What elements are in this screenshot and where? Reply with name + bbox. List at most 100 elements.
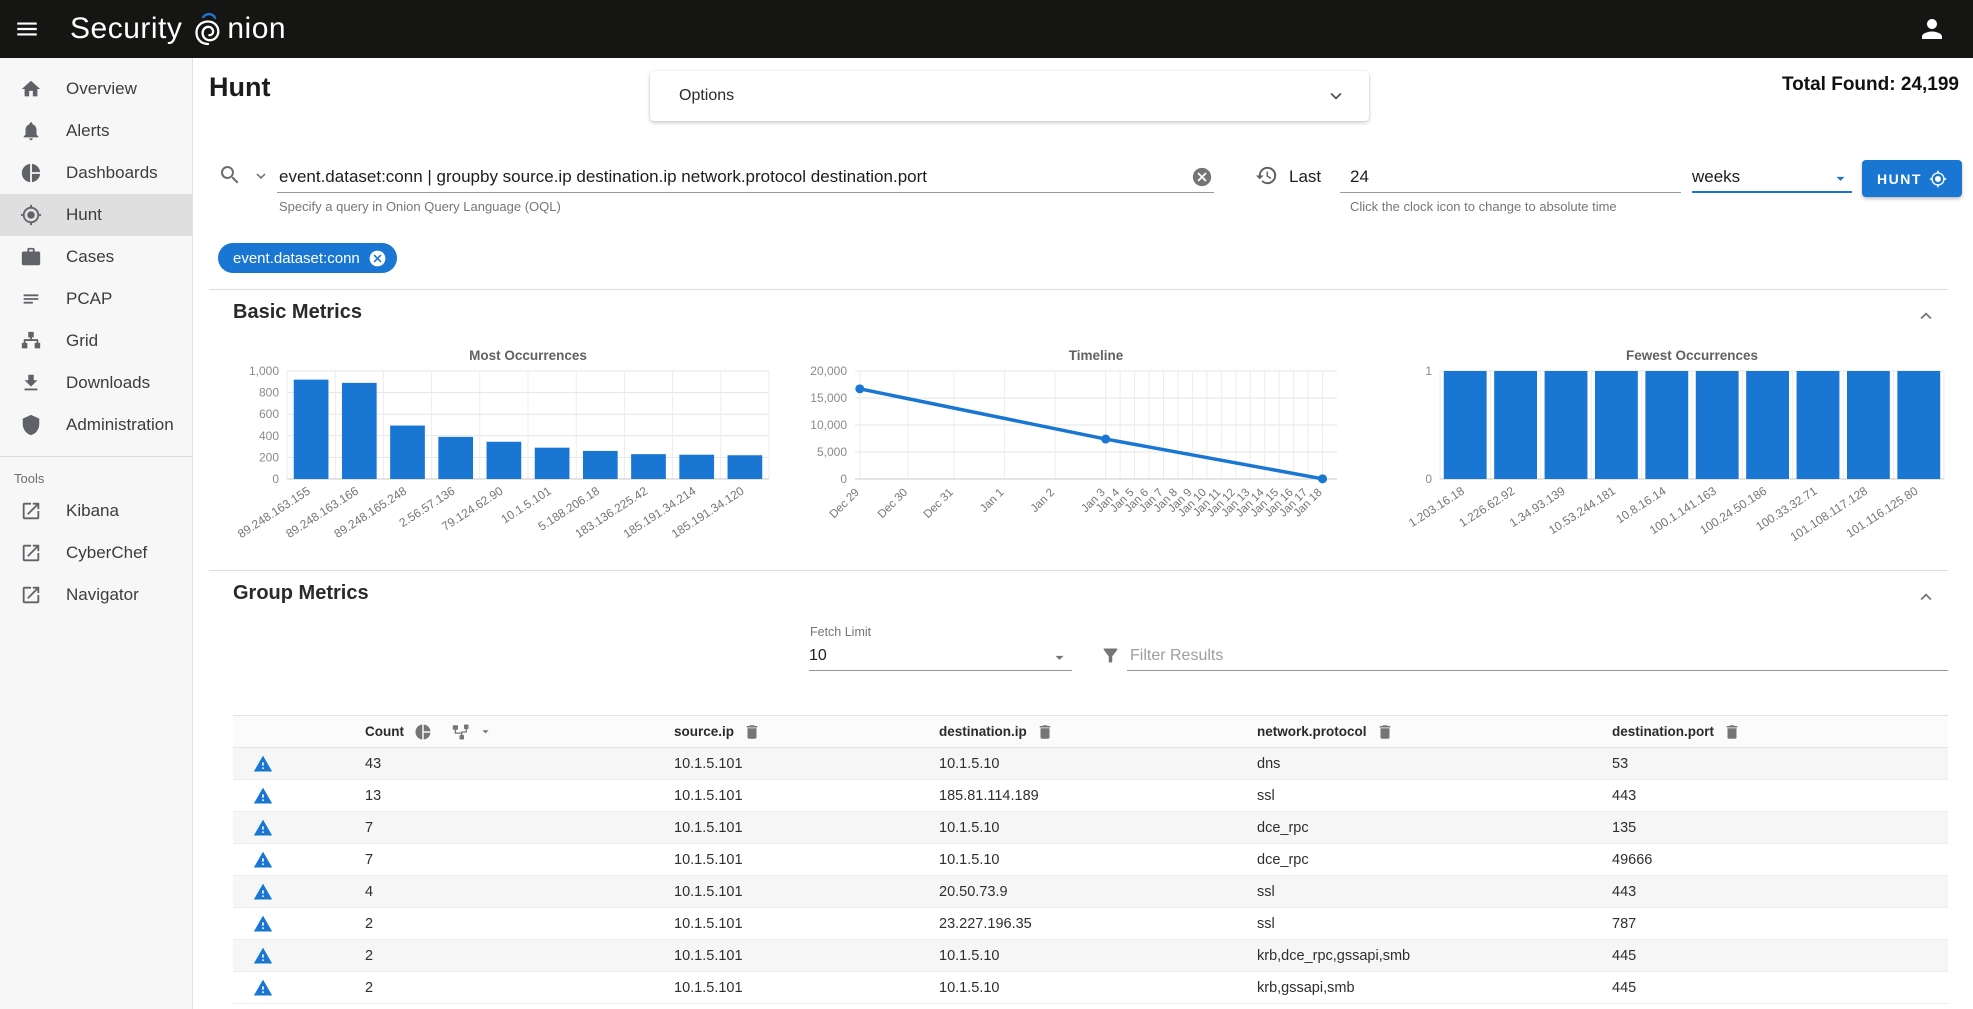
- caret-down-icon[interactable]: [478, 724, 493, 739]
- sankey-icon[interactable]: [452, 723, 470, 741]
- trash-icon[interactable]: [743, 723, 761, 741]
- sidebar-item-administration[interactable]: Administration: [0, 404, 192, 446]
- sidebar-item-alerts[interactable]: Alerts: [0, 110, 192, 152]
- fetch-limit-select[interactable]: 10: [809, 642, 1072, 671]
- warning-triangle-icon[interactable]: [253, 818, 273, 838]
- table-cell[interactable]: 445: [1612, 948, 1948, 964]
- sidebar-item-pcap[interactable]: PCAP: [0, 278, 192, 320]
- table-cell[interactable]: 10.1.5.101: [674, 948, 939, 964]
- table-cell[interactable]: 10.1.5.10: [939, 852, 1257, 868]
- query-history-chevron-icon[interactable]: [252, 167, 270, 185]
- table-cell[interactable]: 10.1.5.101: [674, 852, 939, 868]
- table-cell[interactable]: 443: [1612, 884, 1948, 900]
- chevron-down-icon[interactable]: [1325, 85, 1347, 107]
- sidebar-item-cases[interactable]: Cases: [0, 236, 192, 278]
- trash-icon[interactable]: [1723, 723, 1741, 741]
- table-cell[interactable]: 20.50.73.9: [939, 884, 1257, 900]
- table-cell[interactable]: 10.1.5.10: [939, 948, 1257, 964]
- table-cell[interactable]: 10.1.5.10: [939, 980, 1257, 996]
- table-cell[interactable]: 10.1.5.10: [939, 820, 1257, 836]
- table-cell[interactable]: dce_rpc: [1257, 820, 1612, 836]
- chip-remove-icon[interactable]: [368, 249, 387, 268]
- table-row[interactable]: 4310.1.5.10110.1.5.10dns53: [233, 748, 1948, 780]
- search-icon[interactable]: [218, 163, 242, 187]
- sidebar-item-dashboards[interactable]: Dashboards: [0, 152, 192, 194]
- table-cell[interactable]: ssl: [1257, 884, 1612, 900]
- table-cell[interactable]: 10.1.5.101: [674, 788, 939, 804]
- table-cell[interactable]: 10.1.5.101: [674, 820, 939, 836]
- table-cell[interactable]: 43: [365, 756, 674, 772]
- warning-triangle-icon[interactable]: [253, 850, 273, 870]
- table-cell[interactable]: 787: [1612, 916, 1948, 932]
- table-cell[interactable]: 445: [1612, 980, 1948, 996]
- table-cell[interactable]: dns: [1257, 756, 1612, 772]
- table-cell[interactable]: 2: [365, 980, 674, 996]
- table-cell[interactable]: 23.227.196.35: [939, 916, 1257, 932]
- sidebar-tool-navigator[interactable]: Navigator: [0, 574, 192, 616]
- sidebar-item-downloads[interactable]: Downloads: [0, 362, 192, 404]
- column-header-destination.port[interactable]: destination.port: [1612, 723, 1948, 741]
- column-header-destination.ip[interactable]: destination.ip: [939, 723, 1257, 741]
- table-cell[interactable]: 10.1.5.10: [939, 756, 1257, 772]
- filter-results-input[interactable]: [1127, 642, 1948, 671]
- user-account-icon[interactable]: [1917, 14, 1947, 44]
- sidebar-item-overview[interactable]: Overview: [0, 68, 192, 110]
- pie-toggle-icon[interactable]: [414, 723, 432, 741]
- warning-triangle-icon[interactable]: [253, 978, 273, 998]
- table-cell[interactable]: dce_rpc: [1257, 852, 1612, 868]
- table-row[interactable]: 710.1.5.10110.1.5.10dce_rpc135: [233, 812, 1948, 844]
- trash-icon[interactable]: [1036, 723, 1054, 741]
- table-row[interactable]: 1310.1.5.101185.81.114.189ssl443: [233, 780, 1948, 812]
- hunt-button[interactable]: HUNT: [1862, 160, 1962, 197]
- time-unit-select[interactable]: weeks: [1692, 162, 1852, 193]
- table-row[interactable]: 210.1.5.10123.227.196.35ssl787: [233, 908, 1948, 940]
- table-row[interactable]: 210.1.5.10110.1.5.10krb,gssapi,smb445: [233, 972, 1948, 1004]
- warning-triangle-icon[interactable]: [253, 914, 273, 934]
- table-cell[interactable]: 7: [365, 820, 674, 836]
- table-row[interactable]: 710.1.5.10110.1.5.10dce_rpc49666: [233, 844, 1948, 876]
- sidebar-item-grid[interactable]: Grid: [0, 320, 192, 362]
- table-cell[interactable]: krb,gssapi,smb: [1257, 980, 1612, 996]
- table-cell[interactable]: 7: [365, 852, 674, 868]
- table-cell[interactable]: 2: [365, 916, 674, 932]
- menu-icon[interactable]: [14, 16, 40, 42]
- collapse-group-metrics-icon[interactable]: [1915, 586, 1937, 608]
- table-cell[interactable]: 53: [1612, 756, 1948, 772]
- table-cell[interactable]: 135: [1612, 820, 1948, 836]
- table-cell[interactable]: 4: [365, 884, 674, 900]
- table-cell[interactable]: ssl: [1257, 788, 1612, 804]
- table-cell[interactable]: 10.1.5.101: [674, 884, 939, 900]
- warning-triangle-icon[interactable]: [253, 882, 273, 902]
- table-cell[interactable]: 10.1.5.101: [674, 980, 939, 996]
- table-cell[interactable]: 443: [1612, 788, 1948, 804]
- table-cell[interactable]: krb,dce_rpc,gssapi,smb: [1257, 948, 1612, 964]
- sidebar-item-hunt[interactable]: Hunt: [0, 194, 192, 236]
- trash-icon[interactable]: [1376, 723, 1394, 741]
- column-header-source.ip[interactable]: source.ip: [674, 723, 939, 741]
- filter-chip[interactable]: event.dataset:conn: [218, 243, 397, 273]
- time-value-input[interactable]: [1340, 162, 1681, 193]
- warning-triangle-icon[interactable]: [253, 946, 273, 966]
- table-cell[interactable]: 2: [365, 948, 674, 964]
- svg-text:1.226.62.92: 1.226.62.92: [1456, 484, 1517, 530]
- column-header-count[interactable]: Count: [365, 723, 674, 741]
- clear-query-icon[interactable]: [1191, 166, 1213, 188]
- collapse-basic-metrics-icon[interactable]: [1915, 305, 1937, 327]
- warning-triangle-icon[interactable]: [253, 754, 273, 774]
- table-cell[interactable]: 10.1.5.101: [674, 916, 939, 932]
- table-row[interactable]: 410.1.5.10120.50.73.9ssl443: [233, 876, 1948, 908]
- query-input[interactable]: [277, 162, 1214, 193]
- sidebar-item-label: Administration: [66, 415, 174, 435]
- relative-time-clock-icon[interactable]: [1255, 164, 1278, 187]
- table-row[interactable]: 210.1.5.10110.1.5.10krb,dce_rpc,gssapi,s…: [233, 940, 1948, 972]
- column-header-network.protocol[interactable]: network.protocol: [1257, 723, 1612, 741]
- table-cell[interactable]: 13: [365, 788, 674, 804]
- sidebar-tool-cyberchef[interactable]: CyberChef: [0, 532, 192, 574]
- table-cell[interactable]: 185.81.114.189: [939, 788, 1257, 804]
- table-cell[interactable]: ssl: [1257, 916, 1612, 932]
- table-cell[interactable]: 49666: [1612, 852, 1948, 868]
- sidebar-tool-kibana[interactable]: Kibana: [0, 490, 192, 532]
- table-cell[interactable]: 10.1.5.101: [674, 756, 939, 772]
- warning-triangle-icon[interactable]: [253, 786, 273, 806]
- options-panel[interactable]: Options: [650, 71, 1369, 121]
